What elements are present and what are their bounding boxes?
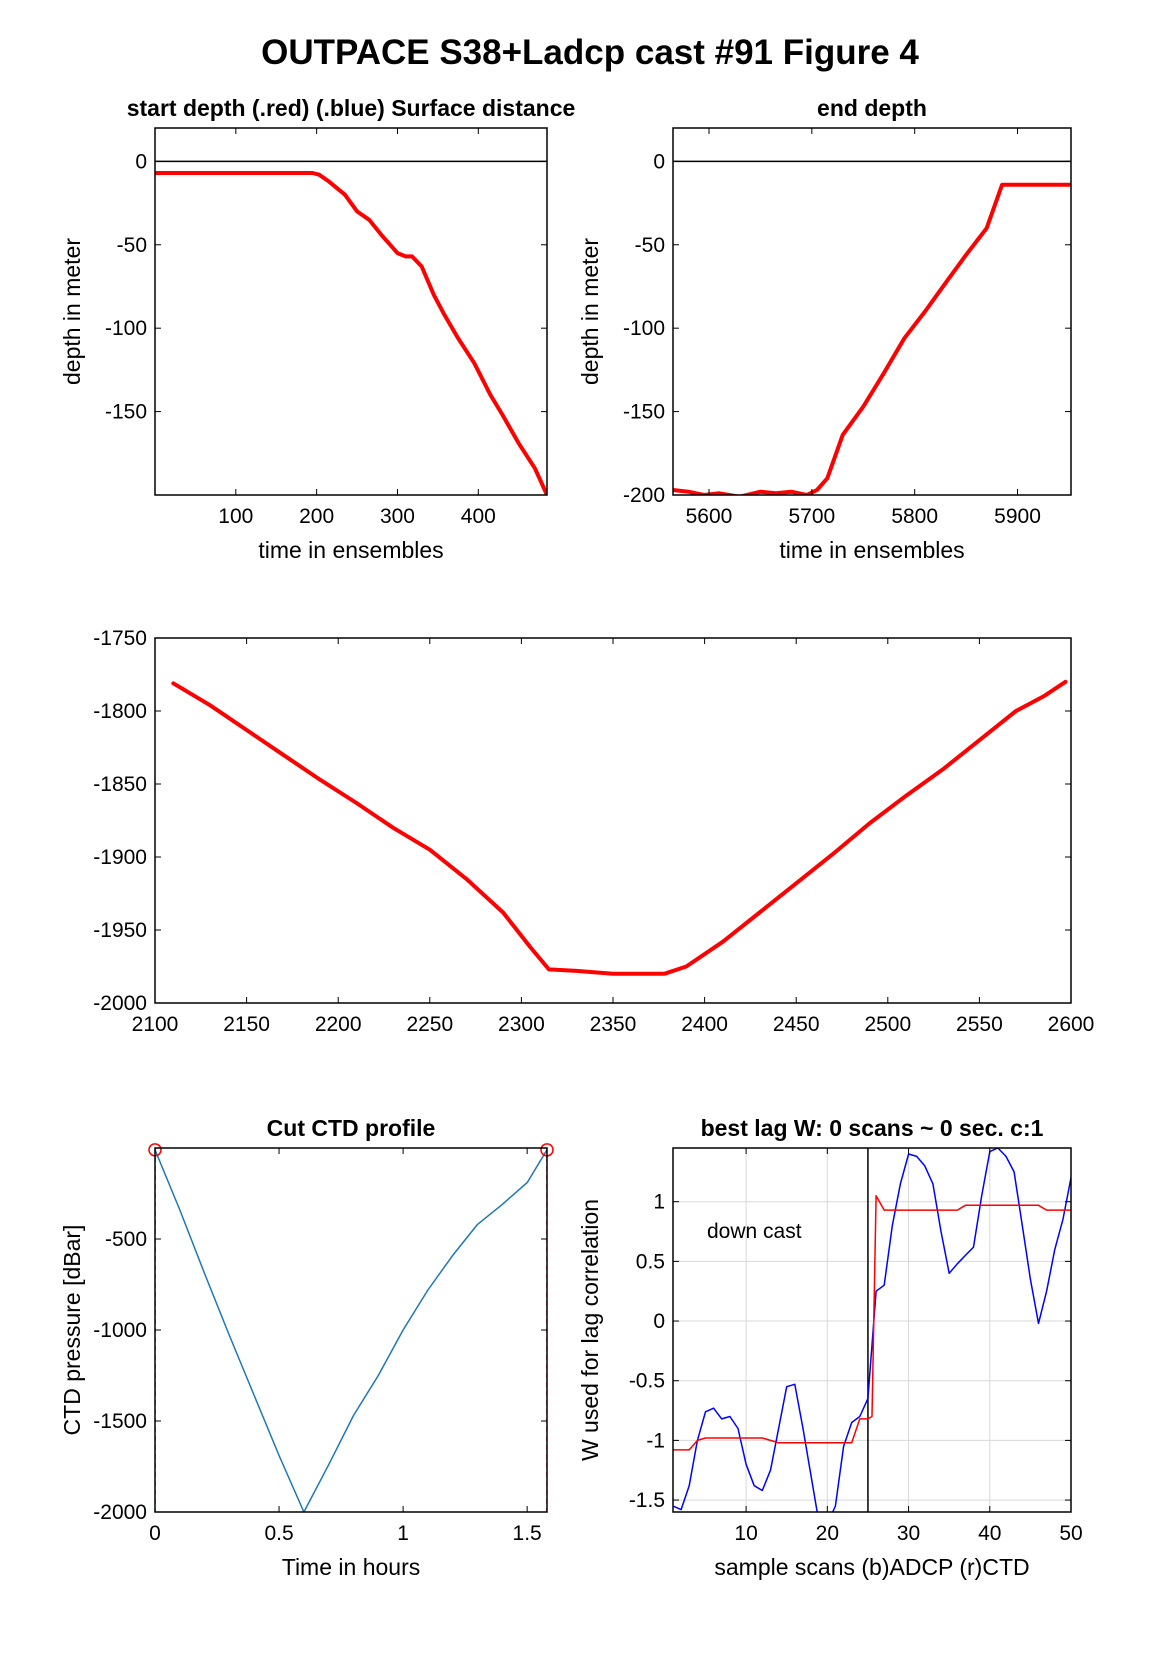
y-tick-label: -500 xyxy=(105,1228,147,1251)
x-tick-label: 100 xyxy=(218,505,253,528)
y-tick-label: -2000 xyxy=(93,992,147,1015)
y-tick-label: -1850 xyxy=(93,773,147,796)
x-tick-label: 5700 xyxy=(788,505,835,528)
y-tick-label: 0 xyxy=(653,1310,665,1333)
x-tick-label: 5900 xyxy=(994,505,1041,528)
y-tick-label: -150 xyxy=(623,401,665,424)
x-axis-label: Time in hours xyxy=(282,1554,420,1580)
x-tick-label: 2600 xyxy=(1048,1013,1095,1036)
x-axis-label: sample scans (b)ADCP (r)CTD xyxy=(714,1554,1029,1580)
series-line-p1-0 xyxy=(155,171,547,495)
y-tick-label: -150 xyxy=(105,401,147,424)
x-tick-label: 2200 xyxy=(315,1013,362,1036)
x-tick-label: 20 xyxy=(816,1522,839,1545)
y-tick-label: -50 xyxy=(635,234,665,257)
axes-p5: 10 20 30 40 50 1 0.5 0 -0.5 -1 -1.5 best lag W: 0 s… xyxy=(577,1115,1083,1580)
y-tick-label: -1800 xyxy=(93,700,147,723)
axes-frame xyxy=(154,127,548,496)
x-tick-label: 10 xyxy=(734,1522,757,1545)
x-axis-label: time in ensembles xyxy=(779,537,964,563)
plot-area xyxy=(171,679,1068,976)
axes-title: Cut CTD profile xyxy=(267,1115,436,1141)
plot-area xyxy=(155,1148,547,1512)
y-tick-label: -200 xyxy=(623,484,665,507)
series-line-p5-1 xyxy=(673,1194,1071,1451)
y-axis-label: depth in meter xyxy=(59,238,85,385)
figure-title: OUTPACE S38+Ladcp cast #91 Figure 4 xyxy=(261,33,919,72)
axes-title: start depth (.red) (.blue) Surface dista… xyxy=(127,95,576,121)
y-tick-label: -1750 xyxy=(93,627,147,650)
y-tick-label: 1 xyxy=(653,1191,665,1214)
axes-p3: 2100 2150 2200 2250 2300 2350 2400 2450 2500 2550… xyxy=(93,627,1094,1036)
y-tick-label: -100 xyxy=(623,317,665,340)
y-tick-label: 0 xyxy=(135,150,147,173)
x-tick-label: 2150 xyxy=(223,1013,270,1036)
x-tick-label: 2350 xyxy=(590,1013,637,1036)
y-tick-label: -0.5 xyxy=(629,1370,665,1393)
y-tick-label: -1000 xyxy=(93,1319,147,1342)
y-tick-label: 0.5 xyxy=(636,1250,665,1273)
axes-frame xyxy=(672,1147,1072,1513)
axes-title: end depth xyxy=(817,95,927,121)
down-cast-annotation: down cast xyxy=(707,1220,802,1243)
axes-frame xyxy=(154,637,1072,1004)
x-tick-label: 5800 xyxy=(891,505,938,528)
x-tick-label: 0.5 xyxy=(264,1522,293,1545)
x-tick-label: 2300 xyxy=(498,1013,545,1036)
y-tick-label: -1500 xyxy=(93,1410,147,1433)
x-tick-label: 0 xyxy=(149,1522,161,1545)
plot-area xyxy=(155,160,547,495)
x-tick-label: 2550 xyxy=(956,1013,1003,1036)
y-tick-label: -2000 xyxy=(93,1501,147,1524)
series-line-p4-0 xyxy=(155,1149,547,1512)
x-tick-label: 40 xyxy=(978,1522,1001,1545)
y-tick-label: -1 xyxy=(646,1429,665,1452)
y-tick-label: -1.5 xyxy=(629,1489,665,1512)
x-axis-label: time in ensembles xyxy=(258,537,443,563)
axes-p2: 5600 5700 5800 5900 0 -50 -100 -150 -200 end dept… xyxy=(577,95,1072,563)
x-tick-label: 2100 xyxy=(132,1013,179,1036)
y-tick-label: -1950 xyxy=(93,919,147,942)
y-tick-label: -1900 xyxy=(93,846,147,869)
y-axis-label: depth in meter xyxy=(577,238,603,385)
series-line-p5-0 xyxy=(673,1148,1071,1512)
x-tick-label: 1.5 xyxy=(513,1522,542,1545)
axes-title: best lag W: 0 scans ~ 0 sec. c:1 xyxy=(701,1115,1044,1141)
x-tick-label: 2250 xyxy=(406,1013,453,1036)
x-tick-label: 2500 xyxy=(864,1013,911,1036)
axes-p4: 0 0.5 1 1.5 -500 -1000 -1500 -2000 Cut CTD profi… xyxy=(59,1115,554,1580)
y-tick-label: -50 xyxy=(117,234,147,257)
series-line-p2-0 xyxy=(673,182,1071,495)
x-tick-label: 200 xyxy=(299,505,334,528)
axes-p1: 100 200 300 400 0 -50 -100 -150 start depth (.re… xyxy=(59,95,575,563)
x-tick-label: 2400 xyxy=(681,1013,728,1036)
x-tick-label: 30 xyxy=(897,1522,920,1545)
plot-area xyxy=(673,160,1071,495)
axes-frame xyxy=(672,127,1072,496)
y-tick-label: -100 xyxy=(105,317,147,340)
x-tick-label: 5600 xyxy=(686,505,733,528)
axes-frame xyxy=(154,1147,548,1513)
y-axis-label: CTD pressure [dBar] xyxy=(59,1225,85,1436)
x-tick-label: 50 xyxy=(1059,1522,1082,1545)
x-tick-label: 1 xyxy=(397,1522,409,1545)
x-tick-label: 2450 xyxy=(773,1013,820,1036)
x-tick-label: 300 xyxy=(380,505,415,528)
x-tick-label: 400 xyxy=(461,505,496,528)
y-tick-label: 0 xyxy=(653,150,665,173)
plot-area xyxy=(673,1148,1071,1512)
y-axis-label: W used for lag correlation xyxy=(577,1199,603,1461)
series-line-p3-0 xyxy=(171,679,1068,976)
